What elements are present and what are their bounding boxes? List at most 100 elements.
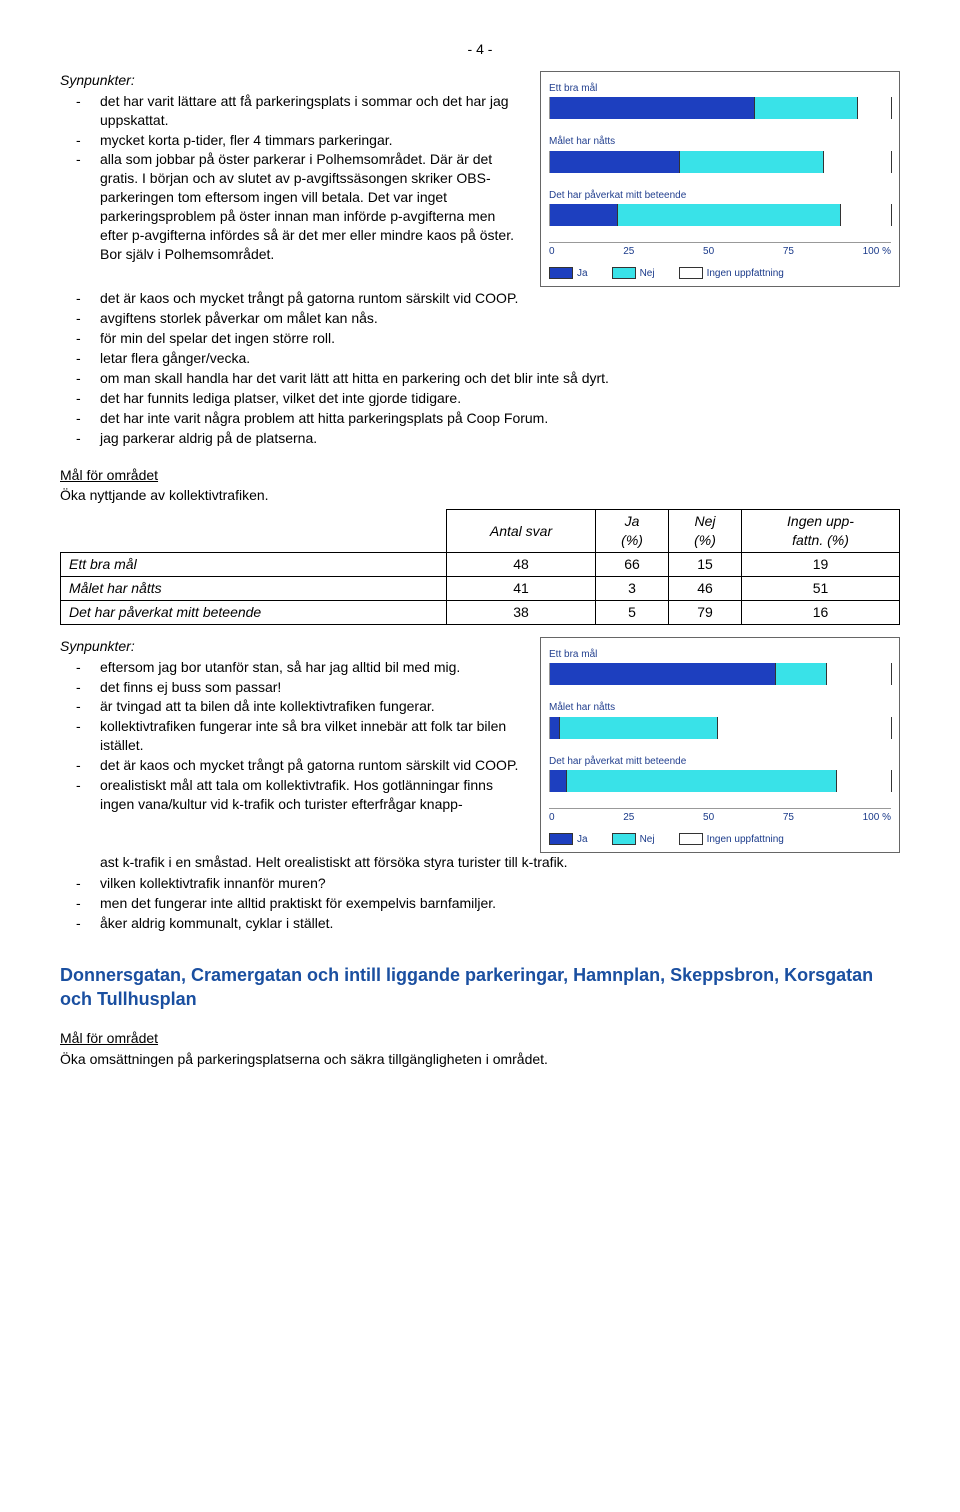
axis-tick: 50 [703,811,714,825]
list-item: för min del spelar det ingen större roll… [76,329,900,348]
legend-item: Ja [549,833,588,847]
bar-segment-ingen [718,717,892,739]
legend-label: Ja [577,834,588,845]
table-row: Ett bra mål48661519 [61,553,900,577]
table-cell: 15 [669,553,742,577]
legend-item: Nej [612,833,655,847]
bar-segment-nej [567,770,837,792]
legend-label: Ingen uppfattning [707,834,784,845]
chart-row-label: Målet har nåtts [549,135,891,149]
table-cell: 3 [596,576,669,600]
legend-swatch [679,833,703,845]
list-item: letar flera gånger/vecka. [76,349,900,368]
chart-2: Ett bra målMålet har nåttsDet har påverk… [540,637,900,854]
chart-row-label: Målet har nåtts [549,701,891,715]
chart-legend: Ja Nej Ingen uppfattning [549,833,891,847]
list-item: är tvingad att ta bilen då inte kollekti… [76,697,520,716]
list-item: eftersom jag bor utanför stan, så har ja… [76,658,520,677]
table-header: Antal svar [446,510,595,553]
list-item: det har inte varit några problem att hit… [76,409,900,428]
table-header [61,510,447,553]
list-item: det är kaos och mycket trångt på gatorna… [76,289,900,308]
stacked-bar [549,204,892,226]
table-cell: 41 [446,576,595,600]
bar-segment-nej [680,151,824,173]
list-item: vilken kollektivtrafik innanför muren? [76,874,900,893]
bullet-list: vilken kollektivtrafik innanför muren?me… [60,874,900,933]
axis-tick: 75 [783,811,794,825]
table-cell: Målet har nåtts [61,576,447,600]
list-item: det finns ej buss som passar! [76,678,520,697]
list-item: det har funnits lediga platser, vilket d… [76,389,900,408]
bar-segment-nej [560,717,717,739]
table-header: Ja(%) [596,510,669,553]
goal-text-1: Öka nyttjande av kollektivtrafiken. [60,486,900,505]
list-item: men det fungerar inte alltid praktiskt f… [76,894,900,913]
legend-swatch [549,267,573,279]
table-row: Det har påverkat mitt beteende3857916 [61,600,900,624]
bar-segment-ja [550,770,567,792]
table-cell: 38 [446,600,595,624]
axis-tick: 100 % [863,811,891,825]
list-item: åker aldrig kommunalt, cyklar i stället. [76,914,900,933]
legend-swatch [679,267,703,279]
bar-segment-ja [550,663,776,685]
chart-1: Ett bra mål Målet har nåtts Det har påverk… [540,71,900,288]
list-item: avgiftens storlek påverkar om målet kan … [76,309,900,328]
table-cell: Det har påverkat mitt beteende [61,600,447,624]
legend-swatch [549,833,573,845]
chart-row-label: Det har påverkat mitt beteende [549,755,891,769]
bar-segment-nej [618,204,840,226]
bullet-list: eftersom jag bor utanför stan, så har ja… [60,658,520,814]
list-item: mycket korta p-tider, fler 4 timmars par… [76,131,520,150]
page-number: - 4 - [60,40,900,59]
legend-swatch [612,267,636,279]
stacked-bar [549,770,892,792]
legend-item: Nej [612,267,655,281]
bar-segment-ingen [824,151,892,173]
list-item: alla som jobbar på öster parkerar i Polh… [76,150,520,263]
list-item: kollektivtrafiken fungerar inte så bra v… [76,717,520,755]
synpunkter-heading-2: Synpunkter: [60,637,520,656]
bar-segment-nej [776,663,827,685]
bar-segment-ingen [858,97,892,119]
goal-text-2: Öka omsättningen på parkeringsplatserna … [60,1050,900,1069]
section-heading-blue: Donnersgatan, Cramergatan och intill lig… [60,963,900,1012]
synpunkter-heading-1: Synpunkter: [60,71,520,90]
axis-tick: 75 [783,245,794,259]
list-item: jag parkerar aldrig på de platserna. [76,429,900,448]
legend-label: Nej [640,268,655,279]
chart-axis: 0255075100 % [549,808,891,825]
legend-label: Nej [640,834,655,845]
list-item: det är kaos och mycket trångt på gatorna… [76,756,520,775]
stacked-bar [549,663,892,685]
goal-label-2: Mål för området [60,1029,900,1048]
chart-legend: JaNejIngen uppfattning [549,267,891,281]
table-cell: 79 [669,600,742,624]
legend-swatch [612,833,636,845]
legend-item: Ja [549,267,588,281]
axis-tick: 25 [623,811,634,825]
list-item: om man skall handla har det varit lätt a… [76,369,900,388]
bar-segment-ingen [837,770,892,792]
table-cell: 19 [742,553,900,577]
bar-segment-nej [755,97,858,119]
table-row: Målet har nåtts4134651 [61,576,900,600]
bar-segment-ingen [827,663,892,685]
bar-segment-ja [550,717,560,739]
table-cell: 46 [669,576,742,600]
table-cell: 48 [446,553,595,577]
continuation-text: ast k-trafik i en småstad. Helt orealist… [60,853,900,872]
bar-segment-ja [550,204,618,226]
goal-label-1: Mål för området [60,466,900,485]
chart-axis: 0255075100 % [549,242,891,259]
chart-row-label: Det har påverkat mitt beteende [549,189,891,203]
legend-item: Ingen uppfattning [679,833,784,847]
chart-row-label: Ett bra mål [549,82,891,96]
axis-tick: 100 % [863,245,891,259]
table-cell: 66 [596,553,669,577]
axis-tick: 25 [623,245,634,259]
bullet-list: det är kaos och mycket trångt på gatorna… [60,289,900,447]
stacked-bar [549,151,892,173]
table-cell: 16 [742,600,900,624]
